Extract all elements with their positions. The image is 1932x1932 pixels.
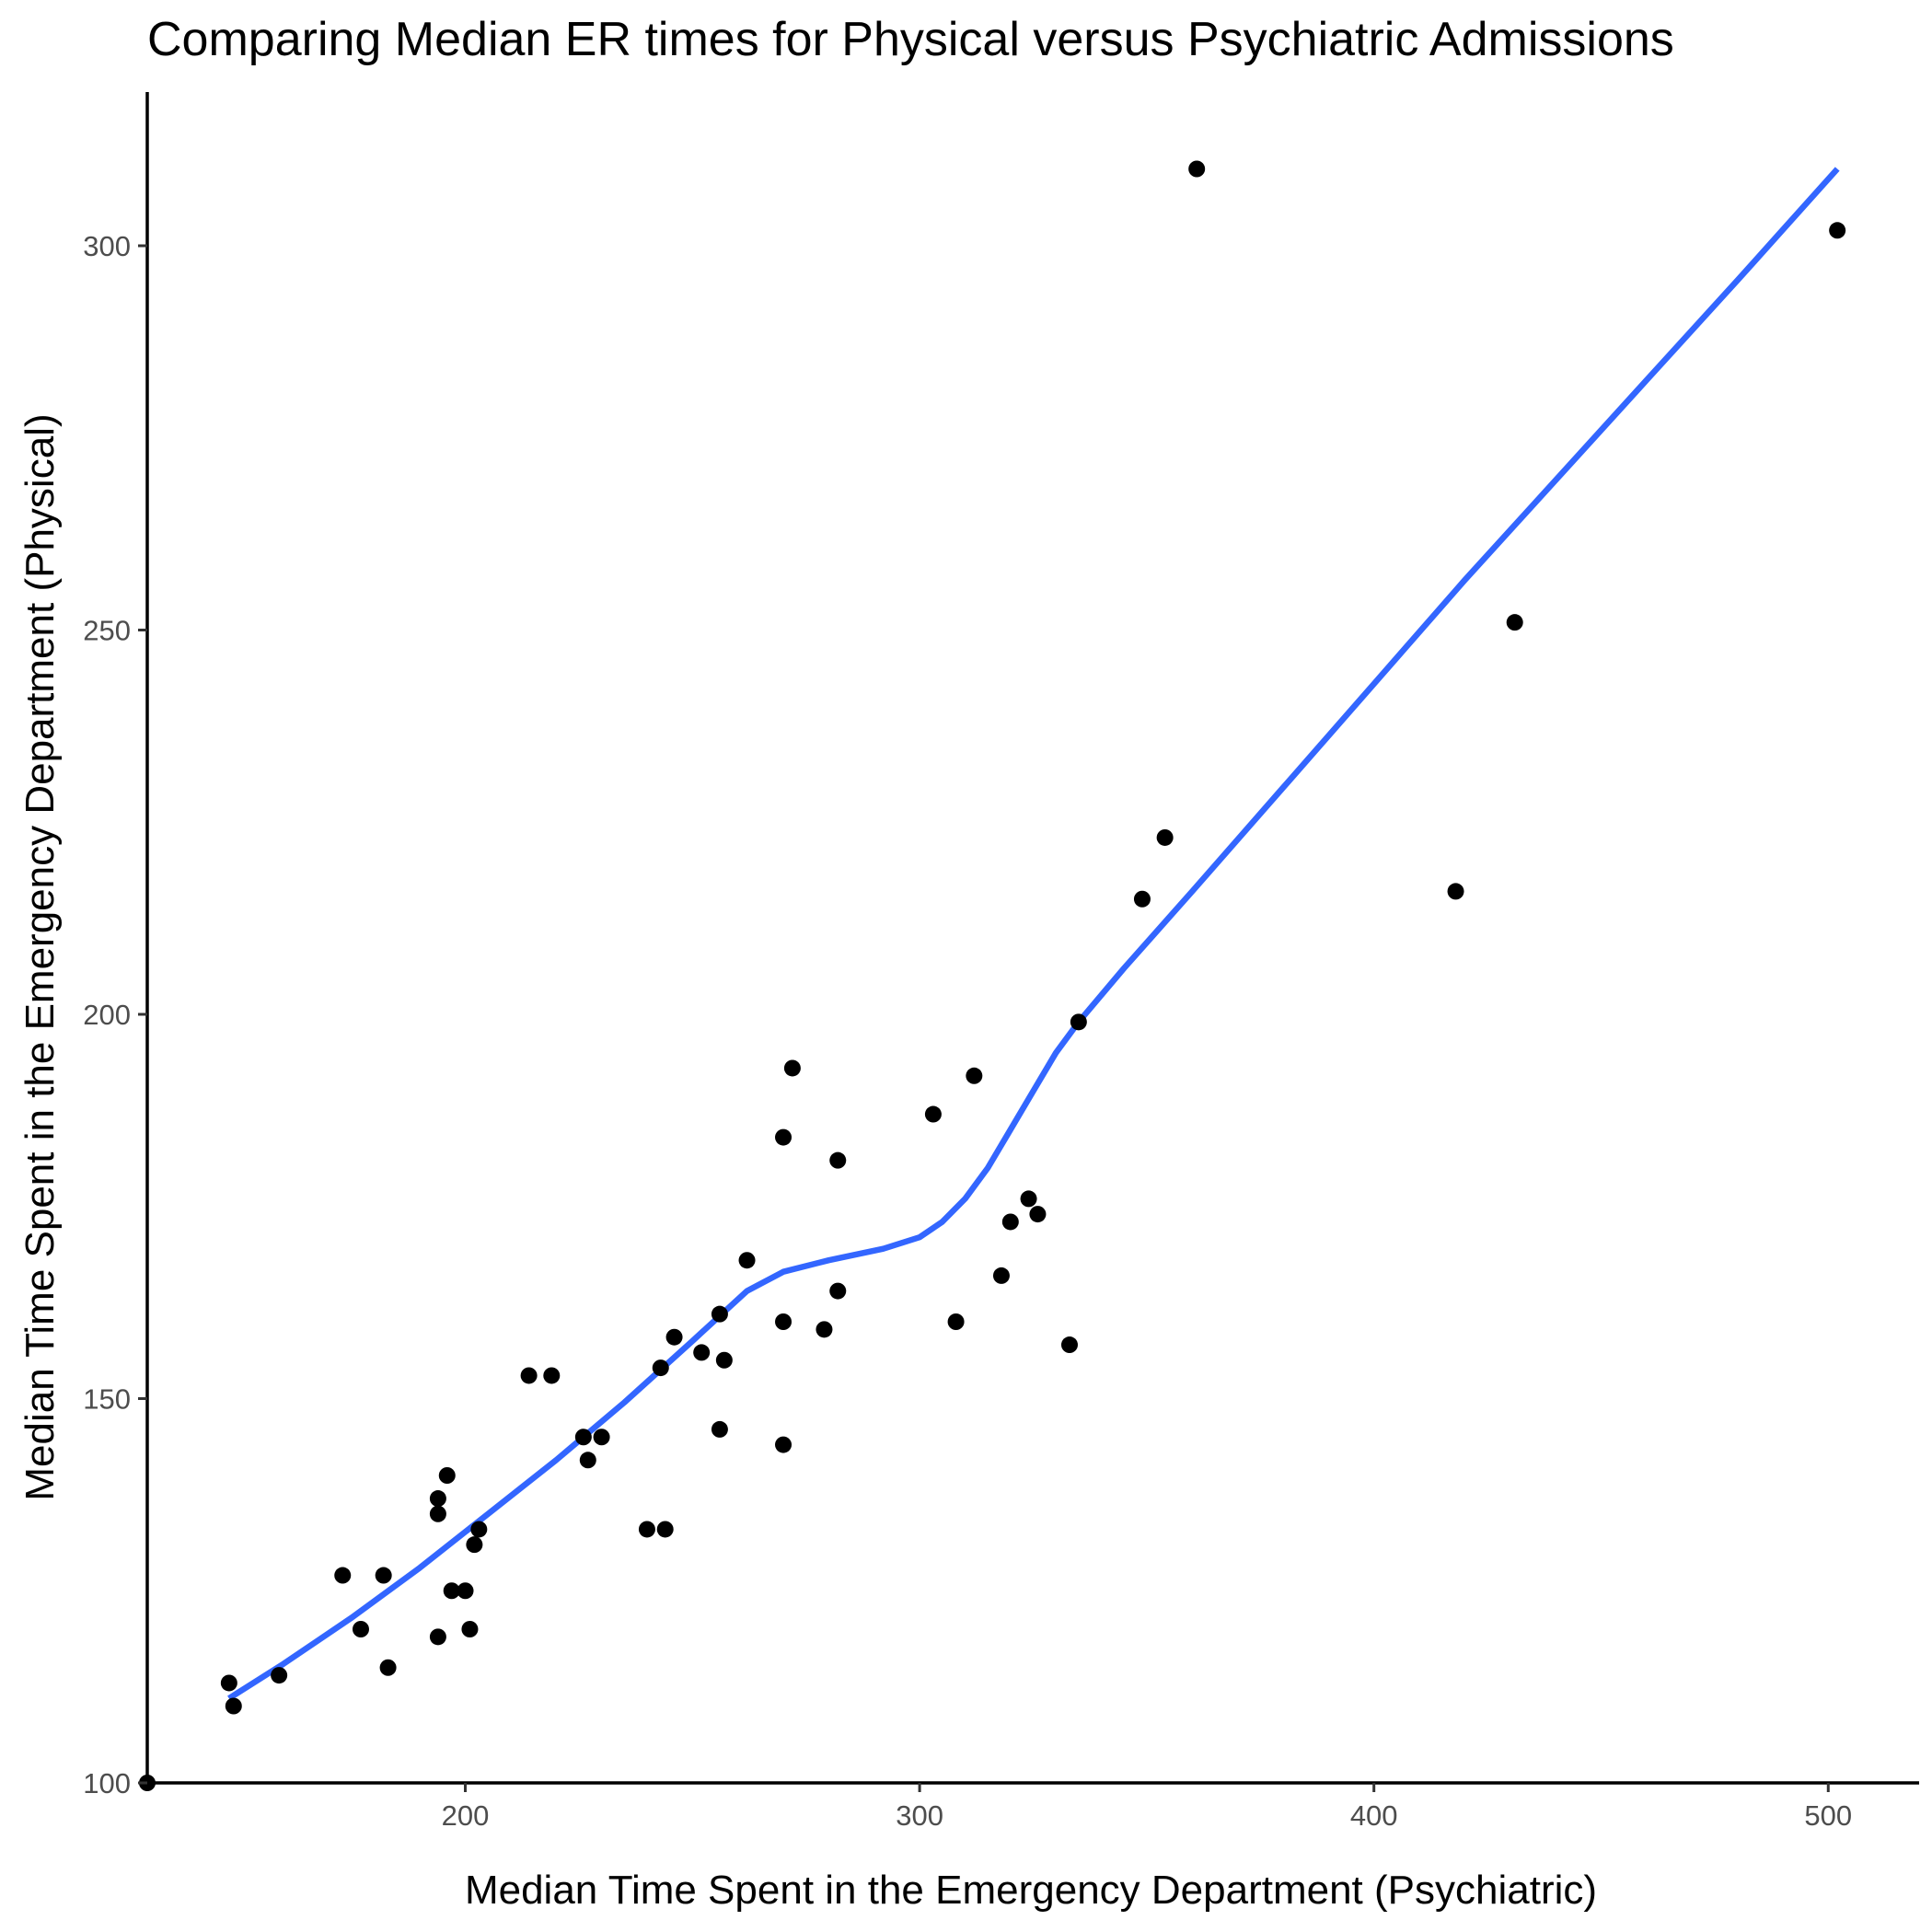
data-point (1506, 614, 1523, 631)
y-tick-label: 250 (83, 615, 131, 647)
x-tick-label: 400 (1350, 1799, 1398, 1832)
y-tick-label: 100 (83, 1767, 131, 1799)
data-point (438, 1467, 456, 1484)
data-point (379, 1659, 397, 1676)
plot-area (139, 160, 1846, 1791)
data-point (1020, 1190, 1037, 1208)
data-point (1133, 890, 1151, 908)
data-point (574, 1429, 592, 1446)
chart-title: Comparing Median ER times for Physical v… (147, 13, 1674, 66)
y-tick-label: 150 (83, 1383, 131, 1416)
data-point (924, 1105, 942, 1123)
data-point (1188, 160, 1206, 178)
data-point (829, 1282, 847, 1300)
data-point (375, 1567, 392, 1584)
data-point (1447, 883, 1464, 900)
data-point (1156, 828, 1174, 846)
data-point (816, 1321, 833, 1338)
data-point (1829, 222, 1846, 239)
data-point (775, 1313, 792, 1330)
data-point (711, 1305, 728, 1323)
data-point (656, 1521, 674, 1538)
data-point (652, 1359, 669, 1377)
data-point (775, 1436, 792, 1453)
data-point (334, 1567, 352, 1584)
data-point (443, 1582, 460, 1600)
data-point (429, 1505, 446, 1522)
y-axis-ticks: 100 150 200 250 300 (83, 230, 147, 1799)
data-point (352, 1621, 369, 1637)
data-points (139, 160, 1846, 1791)
x-tick-label: 200 (442, 1799, 490, 1832)
data-point (225, 1697, 242, 1715)
x-tick-label: 500 (1804, 1799, 1852, 1832)
data-point (693, 1344, 711, 1361)
data-point (715, 1351, 733, 1369)
data-point (520, 1367, 538, 1384)
data-point (429, 1490, 446, 1508)
data-point (665, 1328, 683, 1346)
data-point (992, 1267, 1010, 1284)
data-point (829, 1151, 847, 1169)
data-point (271, 1667, 288, 1684)
data-point (947, 1313, 965, 1330)
data-point (966, 1067, 983, 1084)
data-point (783, 1059, 801, 1077)
data-point (429, 1628, 446, 1646)
data-point (738, 1252, 756, 1269)
y-tick-label: 200 (83, 999, 131, 1031)
data-point (775, 1128, 792, 1146)
data-point (1070, 1013, 1087, 1031)
data-point (457, 1582, 474, 1600)
data-point (470, 1521, 488, 1538)
smooth-trend-line (227, 167, 1840, 1701)
data-point (543, 1367, 561, 1384)
y-tick-label: 300 (83, 230, 131, 262)
x-tick-label: 300 (896, 1799, 943, 1832)
data-point (579, 1452, 596, 1469)
data-point (220, 1674, 237, 1692)
x-axis-label: Median Time Spent in the Emergency Depar… (465, 1868, 1597, 1913)
data-point (1001, 1213, 1019, 1231)
x-axis-ticks: 200 300 400 500 (442, 1783, 1852, 1832)
data-point (461, 1621, 479, 1637)
data-point (638, 1521, 655, 1538)
data-point (593, 1429, 610, 1446)
data-point (466, 1536, 483, 1554)
data-point (1060, 1336, 1078, 1354)
data-point (1029, 1206, 1047, 1223)
y-axis-label: Median Time Spent in the Emergency Depar… (17, 413, 63, 1500)
data-point (711, 1420, 728, 1438)
